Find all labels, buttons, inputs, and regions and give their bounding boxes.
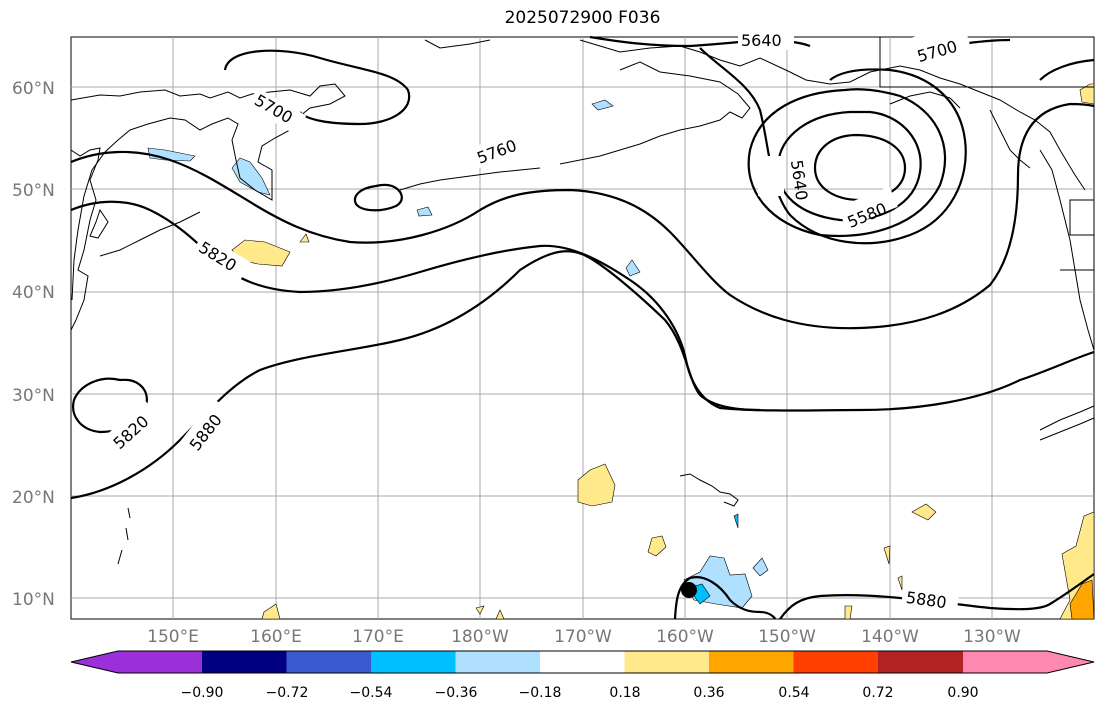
colorbar-segment (793, 651, 879, 673)
contour-5820-closed (72, 377, 148, 434)
positive-patch (475, 605, 485, 615)
colorbar-tick-label: 0.90 (947, 685, 978, 701)
positive-patch (495, 609, 505, 620)
colorbar-extend-left (71, 651, 118, 673)
colorbar-tick-label: −0.36 (435, 685, 478, 701)
negative-patch (231, 157, 271, 196)
lon-label: 150°E (147, 627, 199, 647)
colorbar-tick-label: 0.18 (609, 685, 640, 701)
lat-label: 10°N (12, 590, 55, 610)
colorbar (70, 650, 1095, 674)
colorbar-segment (202, 651, 287, 673)
colorbar-segment (540, 651, 625, 673)
lon-label: 170°E (352, 627, 404, 647)
map-title: 2025072900 F036 (504, 8, 661, 28)
positive-patch (577, 463, 616, 507)
positive-patch (911, 503, 937, 521)
colorbar-segment (878, 651, 963, 673)
colorbar-segment (963, 651, 1048, 673)
contour-5700-east (699, 47, 967, 245)
contour-5640 (747, 88, 946, 237)
colorbar-segment (371, 651, 456, 673)
colorbar-outline (70, 650, 1095, 674)
lon-label: 180°W (451, 627, 509, 647)
colorbar-tick-label: −0.18 (519, 685, 562, 701)
lat-label: 40°N (12, 283, 55, 303)
lat-label: 50°N (12, 181, 55, 201)
contour-closed-small (353, 183, 403, 212)
contour-label: 5640 (741, 31, 782, 50)
contour-edge (1039, 58, 1095, 81)
colorbar-tick-label: −0.72 (266, 685, 309, 701)
colorbar-segment (455, 651, 541, 673)
negative-patch (416, 206, 433, 217)
negative-patch (752, 557, 769, 577)
positive-patch (1079, 83, 1095, 105)
lon-label: 130°W (963, 627, 1021, 647)
colorbar-segment (286, 651, 372, 673)
graticule (71, 37, 1094, 619)
colorbar-tick-label: −0.54 (350, 685, 393, 701)
storm-center-marker (681, 582, 697, 598)
lat-label: 60°N (12, 79, 55, 99)
colorbar-segment (118, 651, 203, 673)
positive-patch (299, 233, 310, 243)
contour-5580-outer (776, 110, 922, 222)
contour-5880-south (673, 576, 777, 620)
positive-patch (647, 535, 667, 557)
positive-patch (844, 605, 853, 620)
colorbar-extend-right (1047, 651, 1094, 673)
colorbar-tick-label: 0.54 (778, 685, 809, 701)
contour-5760 (70, 102, 1095, 330)
positive-patch (261, 603, 281, 620)
colorbar-tick-label: 0.36 (693, 685, 724, 701)
latitude-labels: 60°N 50°N 40°N 30°N 20°N 10°N (12, 79, 55, 610)
positive-patch-strong (1069, 579, 1095, 620)
lon-label: 170°W (554, 627, 612, 647)
lon-label: 160°W (656, 627, 714, 647)
strong-negative-patch (733, 513, 739, 529)
colorbar-tick-labels: −0.90 −0.72 −0.54 −0.36 −0.18 0.18 0.36 … (181, 685, 979, 701)
longitude-labels: 150°E 160°E 170°E 180°W 170°W 160°W 150°… (147, 627, 1021, 647)
lon-label: 150°W (758, 627, 816, 647)
colorbar-segment (709, 651, 794, 673)
colorbar-segment (624, 651, 710, 673)
colorbar-tick-label: −0.90 (181, 685, 224, 701)
lat-label: 30°N (12, 386, 55, 406)
negative-patch (625, 259, 641, 277)
contour-5700-west (223, 49, 411, 126)
lon-label: 140°W (861, 627, 919, 647)
positive-patch (883, 545, 891, 565)
positive-patch (897, 575, 903, 591)
lat-label: 20°N (12, 488, 55, 508)
negative-patch (591, 99, 614, 111)
lon-label: 160°E (250, 627, 302, 647)
colorbar-tick-label: 0.72 (862, 685, 893, 701)
